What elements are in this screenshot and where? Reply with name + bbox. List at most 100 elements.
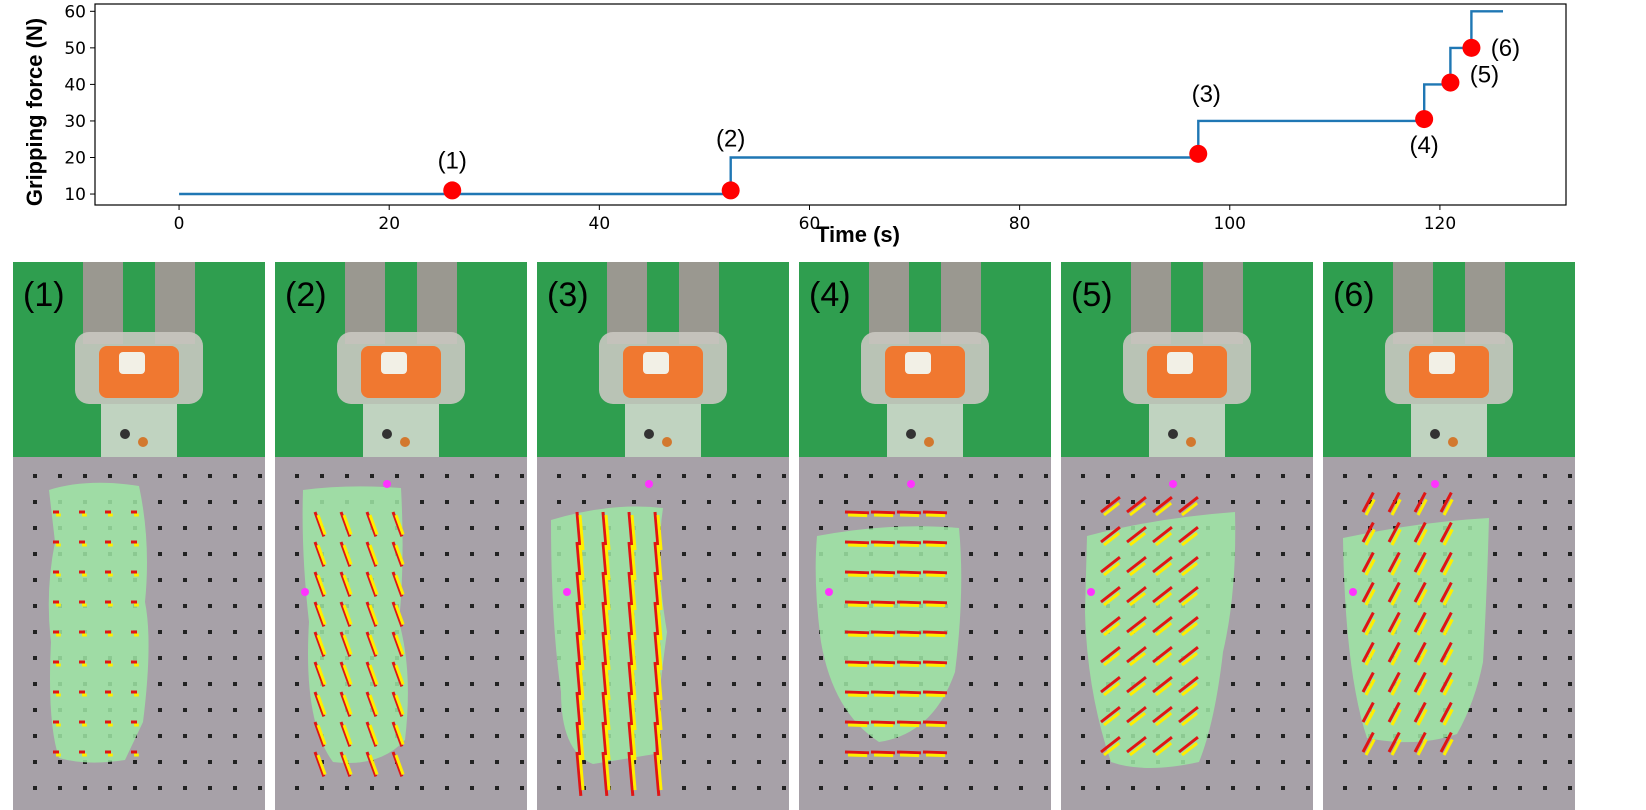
marker-dot: [1256, 734, 1260, 738]
contact-area: [302, 486, 408, 764]
marker-dot: [1206, 474, 1210, 478]
displacement-arrow-red: [1439, 671, 1453, 693]
displacement-arrow-red: [844, 630, 870, 635]
marker-dot: [295, 734, 299, 738]
marker-dot: [844, 734, 848, 738]
displacement-arrow-yellow: [925, 603, 946, 608]
displacement-arrow-yellow: [656, 694, 663, 731]
marker-dot: [819, 656, 823, 660]
marker-dot: [707, 708, 711, 712]
marker-dot: [819, 734, 823, 738]
snapshot-panel-1: (1): [13, 262, 265, 810]
displacement-arrow-red: [844, 510, 870, 515]
marker-dot: [33, 760, 37, 764]
displacement-arrow-yellow: [1181, 501, 1199, 517]
displacement-arrow-yellow: [1103, 561, 1121, 577]
marker-dot: [819, 500, 823, 504]
y-axis-label: Gripping force (N): [22, 18, 47, 206]
marker-dot: [158, 708, 162, 712]
marker-dot: [682, 708, 686, 712]
marker-dot: [208, 526, 212, 530]
displacement-arrow-yellow: [604, 514, 611, 551]
displacement-arrow-yellow: [1442, 528, 1454, 546]
displacement-arrow-red: [1361, 731, 1375, 753]
displacement-arrow-yellow: [1103, 591, 1121, 607]
marker-dot: [1568, 760, 1572, 764]
displacement-arrow-red: [313, 541, 326, 567]
displacement-arrow-red: [313, 601, 326, 627]
displacement-arrow-yellow: [1390, 528, 1402, 546]
displacement-arrow-yellow: [1364, 588, 1376, 606]
displacement-arrow-red: [1413, 551, 1427, 573]
marker-dot: [445, 682, 449, 686]
displacement-arrow-yellow: [368, 724, 379, 746]
marker-dot: [1306, 656, 1310, 660]
marker-dot: [1306, 760, 1310, 764]
displacement-arrow-red: [575, 751, 583, 796]
displacement-arrow-red: [870, 720, 896, 725]
marker-dot: [445, 786, 449, 790]
displacement-arrow-yellow: [1364, 648, 1376, 666]
displacement-arrow-yellow: [1416, 588, 1428, 606]
displacement-arrow-yellow: [899, 603, 920, 608]
marker-dot: [520, 578, 524, 582]
slip-marker: [301, 588, 309, 596]
marker-dot: [1231, 708, 1235, 712]
marker-dot: [1568, 656, 1572, 660]
marker-dot: [707, 552, 711, 556]
displacement-arrow-red: [844, 570, 870, 575]
marker-dot: [1081, 552, 1085, 556]
marker-dot: [420, 630, 424, 634]
displacement-arrow-yellow: [873, 723, 894, 728]
marker-dot: [1106, 526, 1110, 530]
marker-dot: [969, 786, 973, 790]
marker-dot: [295, 708, 299, 712]
displacement-arrow-red: [844, 540, 870, 545]
marker-dot: [208, 656, 212, 660]
displacement-arrow-red: [627, 751, 635, 796]
displacement-arrow-yellow: [630, 694, 637, 731]
displacement-arrow-yellow: [1155, 621, 1173, 637]
marker-dot: [1468, 474, 1472, 478]
marker-dot: [420, 500, 424, 504]
displacement-arrow-red: [1361, 491, 1375, 513]
marker-dot: [969, 578, 973, 582]
slip-marker: [825, 588, 833, 596]
marker-dot: [1256, 578, 1260, 582]
x-tick-label: 100: [1214, 214, 1246, 234]
marker-dot: [183, 500, 187, 504]
displacement-arrow-yellow: [873, 543, 894, 548]
displacement-arrow-red: [844, 690, 870, 695]
displacement-arrow-red: [1152, 706, 1173, 724]
panel-image: [799, 262, 1051, 810]
marker-dot: [1568, 734, 1572, 738]
marker-dot: [320, 474, 324, 478]
marker-dot: [1543, 708, 1547, 712]
bottle-neck: [1149, 404, 1225, 457]
marker-dot: [1543, 786, 1547, 790]
displacement-arrow-red: [870, 660, 896, 665]
displacement-arrow-red: [1387, 671, 1401, 693]
displacement-arrow-red: [313, 721, 326, 747]
displacement-arrow-red: [922, 570, 948, 575]
displacement-arrow-red: [313, 661, 326, 687]
marker-dot: [158, 474, 162, 478]
displacement-arrow-red: [1413, 611, 1427, 633]
marker-dot: [732, 500, 736, 504]
displacement-arrow-yellow: [1103, 681, 1121, 697]
displacement-arrow-yellow: [656, 544, 663, 581]
marker-dot: [420, 760, 424, 764]
gripper-finger-right: [417, 262, 457, 344]
displacement-arrow-yellow: [656, 664, 663, 701]
marker-dot: [233, 760, 237, 764]
marker-dot: [1231, 500, 1235, 504]
marker-dot: [470, 682, 474, 686]
displacement-arrow-yellow: [899, 633, 920, 638]
marker-dot: [470, 734, 474, 738]
plot-frame: [94, 3, 1567, 206]
displacement-arrow-yellow: [899, 543, 920, 548]
marker-dot: [1306, 630, 1310, 634]
displacement-arrow-yellow: [925, 753, 946, 758]
marker-dot: [58, 786, 62, 790]
displacement-arrow-red: [896, 720, 922, 725]
